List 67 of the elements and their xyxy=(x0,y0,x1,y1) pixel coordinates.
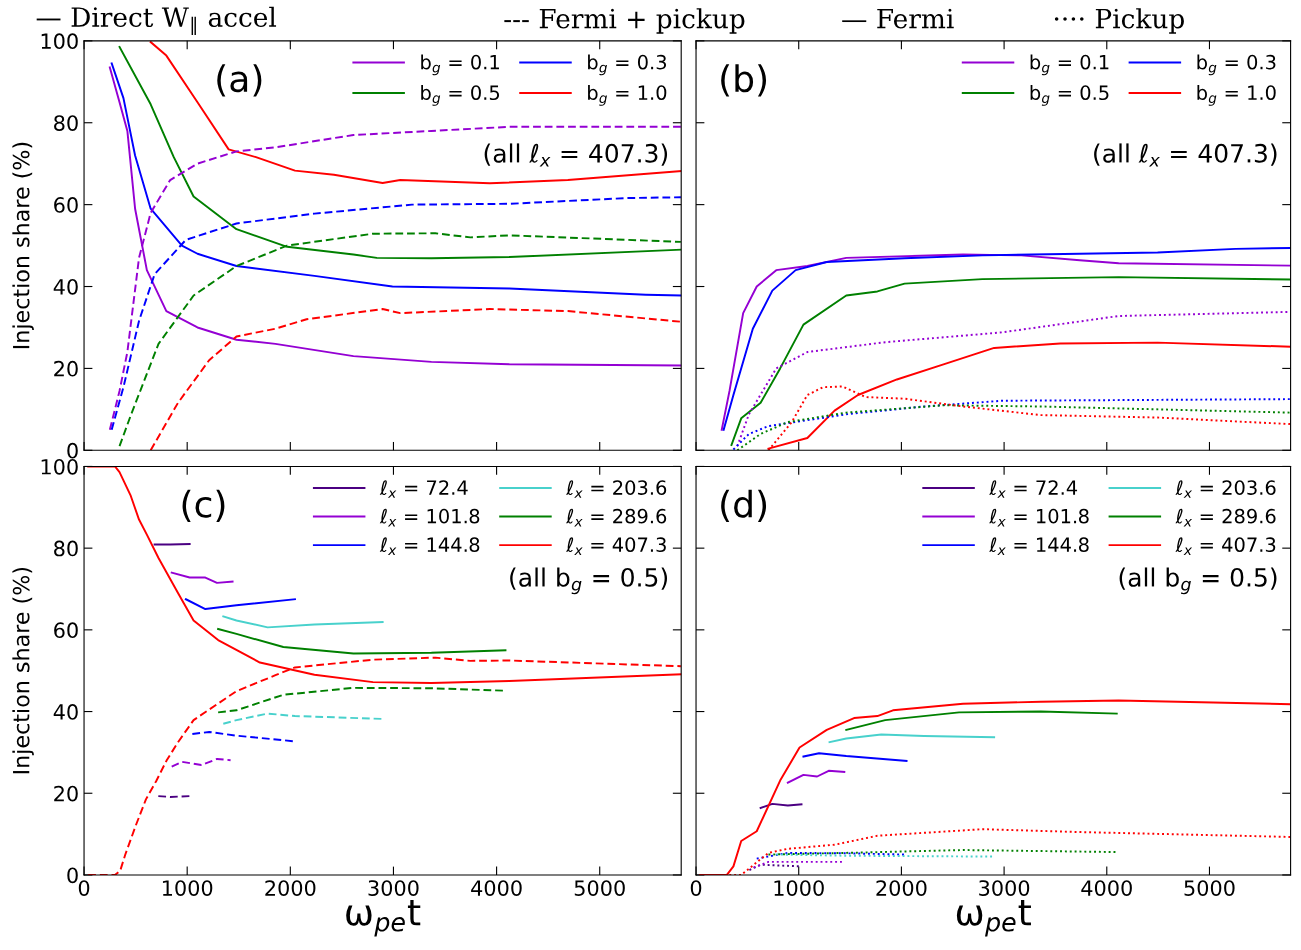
legend-label: ℓ$_{x}$ = 101.8 xyxy=(989,508,1089,527)
line-series xyxy=(191,731,296,743)
text: --- Fermi + pickup xyxy=(504,8,745,34)
annotation: (all ℓ$_{x}$ = 407.3) xyxy=(1094,143,1277,167)
x-tick-label: 5000 xyxy=(1184,880,1235,896)
x-tick-label: 0 xyxy=(690,880,702,896)
legend-label: ℓ$_{x}$ = 289.6 xyxy=(566,508,667,527)
annotation: (c) xyxy=(182,489,225,523)
legend-label: b$_{g}$ = 0.1 xyxy=(1030,54,1109,76)
annotation: (all ℓ$_{x}$ = 407.3) xyxy=(484,143,668,167)
x-axis-title: ω$_{pe}$t xyxy=(346,899,421,937)
legend-label: ℓ$_{x}$ = 101.8 xyxy=(379,508,480,527)
line-series xyxy=(170,757,232,768)
x-tick-label: 2000 xyxy=(876,880,927,896)
annotation: (d) xyxy=(721,489,767,523)
x-tick-label: 4000 xyxy=(471,880,522,896)
annotation: (a) xyxy=(217,64,262,97)
x-tick-label: 5000 xyxy=(574,880,625,896)
x-tick-label: 4000 xyxy=(1081,880,1132,896)
legend-label: ℓ$_{x}$ = 144.8 xyxy=(379,537,480,555)
x-axis-title: ω$_{pe}$t xyxy=(956,899,1031,937)
legend-label: b$_{g}$ = 1.0 xyxy=(588,84,667,106)
y-tick-label: 80 xyxy=(54,115,78,131)
y-tick-label: 20 xyxy=(54,360,78,377)
x-tick-label: 1000 xyxy=(774,880,824,896)
legend-label: b$_{g}$ = 0.1 xyxy=(421,54,499,76)
y-tick-label: 80 xyxy=(54,540,78,557)
line-series xyxy=(149,308,682,451)
legend-label: ℓ$_{x}$ = 203.6 xyxy=(1175,480,1276,498)
line-series xyxy=(222,712,384,725)
legend-label: ℓ$_{x}$ = 289.6 xyxy=(1175,508,1276,527)
y-tick-label: 40 xyxy=(53,278,78,295)
line-series xyxy=(217,628,507,655)
y-tick-label: 60 xyxy=(54,622,78,639)
x-tick-label: 1000 xyxy=(162,880,213,896)
annotation: (b) xyxy=(721,64,767,97)
y-tick-label: 100 xyxy=(41,33,78,50)
legend-label: ℓ$_{x}$ = 407.3 xyxy=(566,537,666,555)
x-tick-label: 3000 xyxy=(979,880,1030,896)
line-series xyxy=(222,615,384,629)
legend-label: b$_{g}$ = 1.0 xyxy=(1197,84,1276,106)
line-series xyxy=(170,571,234,584)
x-tick-label: 2000 xyxy=(265,880,316,896)
x-tick-label: 0 xyxy=(78,880,90,896)
line-series xyxy=(149,41,682,185)
y-tick-label: 20 xyxy=(54,785,78,802)
legend-label: ℓ$_{x}$ = 203.6 xyxy=(566,480,667,498)
legend-label: b$_{g}$ = 0.3 xyxy=(588,54,667,76)
text: ···· Pickup xyxy=(1054,8,1184,34)
legend-label: ℓ$_{x}$ = 144.8 xyxy=(989,537,1089,555)
y-axis-title: Injection share (%) xyxy=(12,142,34,349)
y-axis-title: Injection share (%) xyxy=(12,567,34,774)
legend-label: ℓ$_{x}$ = 72.4 xyxy=(379,480,468,498)
y-tick-label: 100 xyxy=(41,458,78,475)
text: — Fermi xyxy=(842,8,954,29)
x-tick-label: 3000 xyxy=(368,880,419,896)
y-tick-label: 60 xyxy=(54,197,78,213)
y-tick-label: 40 xyxy=(53,704,78,720)
y-tick-label: 0 xyxy=(67,442,78,459)
legend-label: b$_{g}$ = 0.5 xyxy=(421,84,500,106)
legend-label: ℓ$_{x}$ = 72.4 xyxy=(989,480,1078,498)
annotation: (all b$_{g}$ = 0.5) xyxy=(510,567,668,595)
annotation: (all b$_{g}$ = 0.5) xyxy=(1119,567,1277,595)
legend-label: b$_{g}$ = 0.3 xyxy=(1197,54,1276,76)
legend-label: b$_{g}$ = 0.5 xyxy=(1030,84,1109,106)
y-tick-label: 0 xyxy=(67,867,78,884)
legend-label: ℓ$_{x}$ = 407.3 xyxy=(1175,537,1276,555)
